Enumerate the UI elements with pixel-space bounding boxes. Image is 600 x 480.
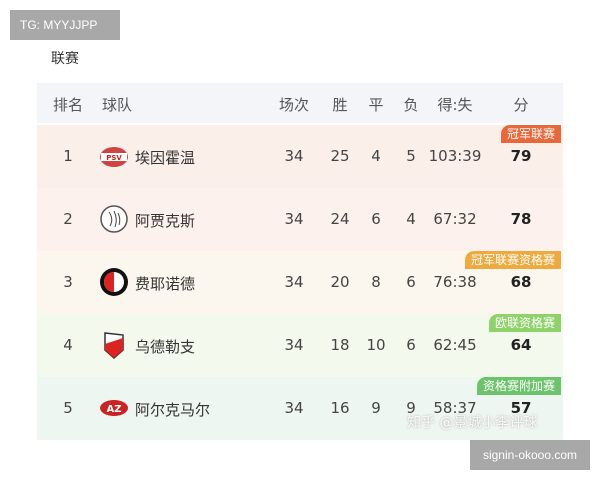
table-header: 排名 球队 场次 胜 平 负 得:失 分 (37, 83, 563, 123)
team-name[interactable]: 阿尔克马尔 (135, 401, 211, 419)
psv-logo-icon: PSV (99, 141, 129, 171)
svg-text:PSV: PSV (106, 154, 122, 162)
ajax-logo-icon (99, 204, 129, 234)
drawn-value: 8 (371, 273, 381, 291)
table-row[interactable]: 4 乌德勒支 34 18 10 6 62:45 64 欧联资格赛 (37, 314, 563, 377)
rank: 1 (63, 147, 73, 165)
played-value: 34 (284, 210, 304, 228)
won-value: 24 (330, 210, 350, 228)
standings-card: 联赛 排名 球队 场次 胜 平 负 得:失 分 1 PSV 埃因霍温 34 25 4 5 10… (37, 40, 563, 440)
won-value: 25 (330, 147, 350, 165)
points-value: 68 (510, 273, 532, 291)
team-name[interactable]: 乌德勒支 (135, 338, 196, 356)
team-name[interactable]: 埃因霍温 (135, 149, 196, 167)
rank: 4 (63, 336, 73, 354)
team-name[interactable]: 费耶诺德 (135, 275, 196, 293)
az-logo-icon: AZ (99, 393, 129, 423)
watermark-bottom: signin-okooo.com (470, 440, 590, 470)
played-value: 34 (284, 147, 304, 165)
team-name[interactable]: 阿贾克斯 (135, 212, 196, 230)
goals-value: 62:45 (433, 336, 477, 354)
won-value: 16 (330, 399, 350, 417)
points-value: 78 (510, 210, 532, 228)
table-row[interactable]: 3 费耶诺德 34 20 8 6 76:38 68 冠军联赛资格赛 (37, 251, 563, 314)
watermark-top: TG: MYYJJPP (10, 10, 120, 40)
header-points: 分 (513, 96, 529, 114)
goals-value: 76:38 (433, 273, 477, 291)
table-row[interactable]: 2 阿贾克斯 34 24 6 4 67:32 78 (37, 188, 563, 251)
points-value: 64 (510, 336, 532, 354)
points-value: 57 (510, 399, 532, 417)
header-drawn: 平 (368, 96, 384, 114)
rank: 2 (63, 210, 73, 228)
drawn-value: 6 (371, 210, 381, 228)
goals-value: 103:39 (428, 147, 482, 165)
rank: 3 (63, 273, 73, 291)
played-value: 34 (284, 399, 304, 417)
lost-value: 6 (406, 273, 416, 291)
header-team: 球队 (101, 96, 133, 114)
qualification-badge: 冠军联赛 (500, 125, 561, 143)
lost-value: 6 (406, 336, 416, 354)
header-rank: 排名 (52, 96, 84, 114)
lost-value: 9 (406, 399, 416, 417)
drawn-value: 4 (371, 147, 381, 165)
drawn-value: 9 (371, 399, 381, 417)
qualification-badge: 欧联资格赛 (488, 314, 561, 332)
image-watermark: 知乎 @景城小李评球 (407, 415, 538, 431)
utrecht-logo-icon (99, 330, 129, 360)
goals-value: 58:37 (433, 399, 477, 417)
played-value: 34 (284, 336, 304, 354)
svg-text:AZ: AZ (107, 404, 122, 415)
won-value: 20 (330, 273, 350, 291)
table-row[interactable]: 5 AZ 阿尔克马尔 34 16 9 9 58:37 57 资格赛附加赛 (37, 377, 563, 440)
qualification-badge: 冠军联赛资格赛 (464, 251, 561, 269)
rank: 5 (63, 399, 73, 417)
won-value: 18 (330, 336, 350, 354)
points-value: 79 (510, 147, 532, 165)
qualification-badge: 资格赛附加赛 (476, 377, 561, 395)
header-goals: 得:失 (437, 96, 473, 114)
goals-value: 67:32 (433, 210, 477, 228)
league-label: 联赛 (51, 51, 79, 67)
drawn-value: 10 (366, 336, 386, 354)
lost-value: 4 (406, 210, 416, 228)
feyenoord-logo-icon (99, 267, 129, 297)
header-won: 胜 (332, 96, 348, 114)
header-lost: 负 (403, 96, 419, 114)
played-value: 34 (284, 273, 304, 291)
header-played: 场次 (278, 96, 310, 114)
table-row[interactable]: 1 PSV 埃因霍温 34 25 4 5 103:39 79 冠军联赛 (37, 125, 563, 188)
lost-value: 5 (406, 147, 416, 165)
